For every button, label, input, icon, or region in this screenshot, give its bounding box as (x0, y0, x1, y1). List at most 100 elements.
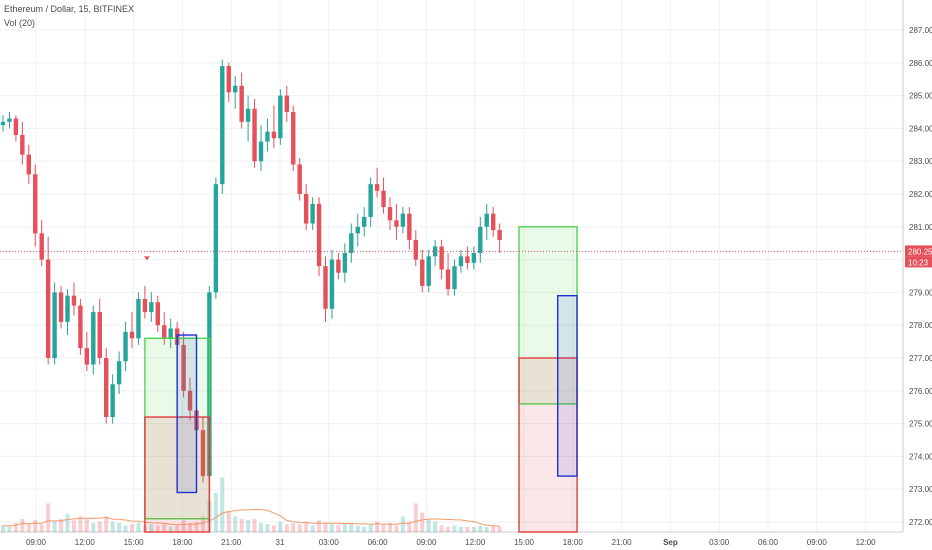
candle-body (20, 134, 25, 155)
candle-body (400, 213, 406, 227)
candle-body (200, 430, 206, 477)
volume-bar (478, 525, 483, 532)
volume-bar (317, 520, 322, 532)
volume-bar (291, 522, 296, 532)
volume-bar (162, 524, 167, 532)
volume-bar (239, 519, 244, 532)
candle-body (420, 259, 425, 286)
zone-green-box[interactable] (518, 226, 578, 405)
volume-bar (71, 520, 76, 532)
candle-body (271, 131, 277, 139)
x-tick-label: 03:00 (709, 538, 730, 547)
volume-bar (297, 524, 302, 532)
candle-body (297, 164, 302, 194)
candle-body (58, 292, 64, 322)
volume-bar (155, 525, 160, 532)
candle-body (136, 298, 141, 339)
candle-body (303, 194, 309, 224)
x-tick-label: 12:00 (465, 538, 486, 547)
candle-body (65, 295, 70, 322)
volume-bar (381, 524, 386, 532)
volume-bar (355, 525, 360, 532)
candle-body (278, 95, 283, 139)
x-tick-label: 06:00 (368, 538, 389, 547)
volume-bar (33, 520, 38, 532)
volume-bar (452, 525, 457, 532)
candle-body (226, 66, 231, 93)
candle-body (387, 207, 393, 221)
y-tick-label: 285.00 (909, 92, 932, 101)
candle-body (142, 298, 148, 313)
candle-body (149, 302, 154, 313)
candle-body (129, 331, 135, 339)
y-tick-label: 278.00 (909, 321, 932, 330)
volume-bar (400, 516, 405, 532)
volume-bar (329, 524, 334, 532)
candle-body (45, 259, 51, 358)
candle-body (26, 154, 31, 175)
candle-body (362, 216, 367, 227)
volume-bar (26, 524, 31, 532)
volume-bar (484, 526, 489, 532)
x-tick-label: Sep (663, 538, 678, 547)
volume-bar (117, 522, 122, 532)
volume-bar (46, 503, 51, 532)
candle-body (39, 233, 44, 260)
y-tick-label: 276.00 (909, 387, 932, 396)
volume-bar (407, 521, 412, 532)
volume-bar (465, 526, 470, 532)
candle-body (220, 66, 225, 185)
candle-body (381, 190, 386, 208)
volume-bar (252, 519, 257, 532)
volume-bar (149, 524, 154, 532)
x-tick-label: 21:00 (221, 538, 242, 547)
candle-body (323, 266, 328, 309)
candle-body (310, 203, 315, 224)
candle-body (452, 266, 457, 290)
volume-bar (110, 521, 115, 532)
candle-body (123, 331, 128, 362)
volume-bar (278, 521, 283, 532)
volume-bar (471, 526, 476, 532)
x-tick-label: 12:00 (856, 538, 877, 547)
volume-bar (394, 525, 399, 532)
x-tick-label: 15:00 (514, 538, 535, 547)
candle-body (258, 141, 264, 162)
zone-blue-box[interactable] (176, 334, 198, 494)
volume-bar (136, 522, 141, 532)
candle-body (484, 213, 489, 227)
candle-body (33, 174, 38, 234)
volume-bar (1, 525, 5, 532)
volume-bar (7, 526, 12, 532)
candle-body (491, 213, 496, 231)
volume-bar (123, 525, 128, 532)
zone-blue-box[interactable] (557, 294, 578, 477)
candle-body (7, 118, 12, 122)
candle-body (233, 85, 238, 93)
zone-red-box[interactable] (518, 357, 578, 533)
candle-body (110, 384, 115, 418)
volume-bar (97, 521, 102, 532)
volume-bar (226, 511, 231, 532)
volume-bar (181, 520, 186, 532)
volume-bar (104, 516, 109, 532)
y-tick-label: 281.00 (909, 223, 932, 232)
x-tick-label: 31 (276, 538, 285, 547)
volume-bar (342, 524, 347, 532)
x-tick-label: 06:00 (758, 538, 779, 547)
volume-bar (491, 525, 496, 532)
y-tick-label: 274.00 (909, 452, 932, 461)
volume-bar (497, 526, 502, 532)
volume-bar (233, 516, 238, 532)
candle-body (284, 95, 289, 112)
candle-body (471, 253, 477, 263)
candle-body (104, 358, 109, 418)
marker-arrow-icon (143, 256, 150, 261)
x-tick-label: 18:00 (563, 538, 584, 547)
y-tick-label: 277.00 (909, 354, 932, 363)
y-tick-label: 282.00 (909, 190, 932, 199)
candle-body (336, 259, 341, 273)
volume-bar (130, 524, 134, 532)
